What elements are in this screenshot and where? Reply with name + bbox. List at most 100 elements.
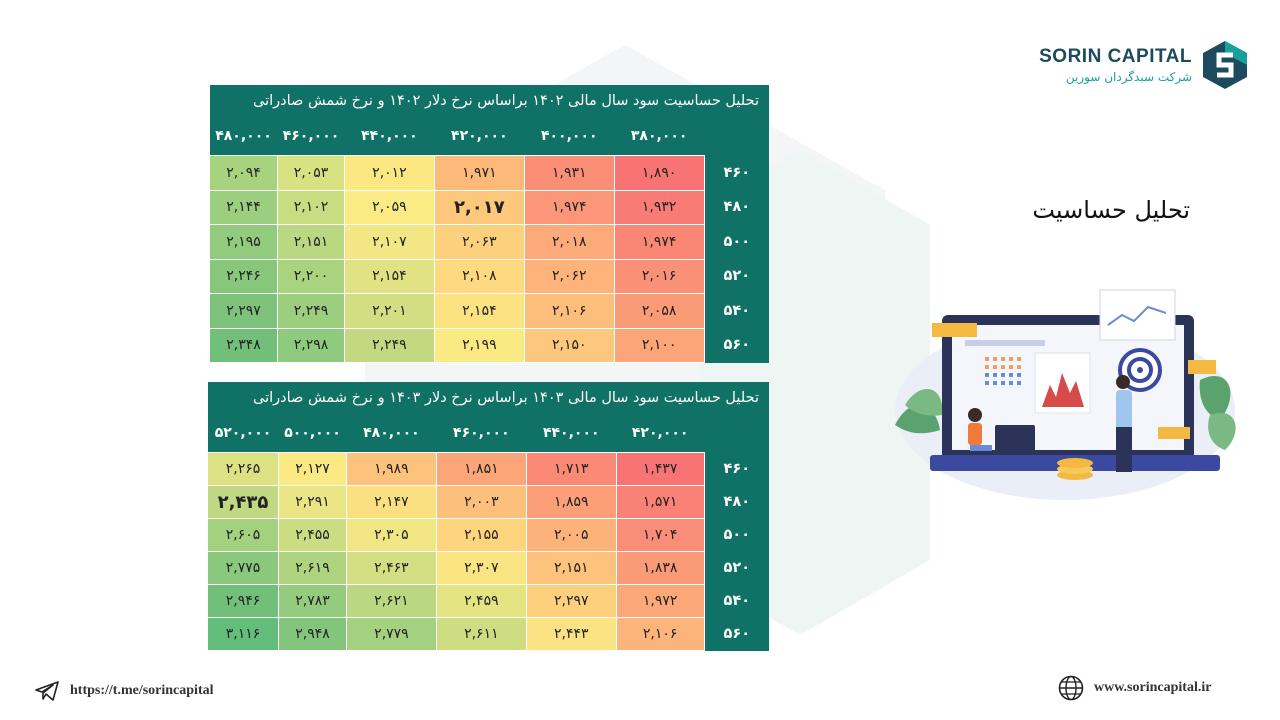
sorin-logo-mark <box>1203 41 1247 89</box>
table-cell: ۲,۰۶۲ <box>523 258 615 294</box>
logo-subtitle: شرکت سبدگردان سورین <box>1065 70 1192 84</box>
table-cell: ۲,۱۲۷ <box>278 452 347 486</box>
column-header: ۴۰۰,۰۰۰ <box>524 117 615 156</box>
row-header: ۵۴۰ <box>704 293 769 328</box>
table-cell: ۱,۵۷۱ <box>615 485 705 519</box>
table-cell: ۲,۲۶۵ <box>206 452 280 486</box>
row-header: ۵۰۰ <box>704 224 769 259</box>
table-cell: ۲,۰۹۴ <box>208 155 279 191</box>
table-cell: ۲,۱۵۰ <box>523 327 615 363</box>
row-header: ۵۰۰ <box>704 518 769 552</box>
table-row: ۵۰۰ ۱,۷۰۴ ۲,۰۰۵ ۲,۱۵۵ ۲,۳۰۵ ۲,۴۵۵ ۲,۶۰۵ <box>206 518 769 552</box>
table-cell: ۲,۱۵۴ <box>343 258 435 294</box>
table-cell: ۲,۱۰۶ <box>523 293 615 329</box>
table-cell: ۲,۳۰۵ <box>345 518 437 552</box>
table-cell: ۱,۹۷۲ <box>615 584 705 618</box>
table-cell: ۲,۴۶۳ <box>345 551 437 585</box>
table-title: تحلیل حساسیت سود سال مالی ۱۴۰۲ براساس نر… <box>209 85 769 117</box>
column-header: ۴۴۰,۰۰۰ <box>526 414 617 453</box>
table-cell: ۲,۹۴۸ <box>278 617 347 651</box>
row-header: ۵۲۰ <box>704 259 769 294</box>
column-header: ۴۲۰,۰۰۰ <box>434 117 525 156</box>
page-title: تحلیل حساسیت <box>1032 196 1190 224</box>
table-cell: ۲,۷۷۹ <box>345 617 437 651</box>
column-header: ۴۸۰,۰۰۰ <box>346 414 437 453</box>
table-row: ۴۸۰ ۱,۹۳۲ ۱,۹۷۴ ۲,۰۱۷ ۲,۰۵۹ ۲,۱۰۲ ۲,۱۴۴ <box>208 189 769 225</box>
table-cell: ۲,۱۵۱ <box>277 224 345 260</box>
telegram-link[interactable]: https://t.me/sorincapital <box>34 680 214 702</box>
table-cell: ۲,۶۲۱ <box>345 584 437 618</box>
row-header: ۵۶۰ <box>704 617 769 651</box>
telegram-icon <box>35 681 59 701</box>
column-header-row: ۳۸۰,۰۰۰ ۴۰۰,۰۰۰ ۴۲۰,۰۰۰ ۴۴۰,۰۰۰ ۴۶۰,۰۰۰ … <box>209 117 769 156</box>
table-row: ۵۴۰ ۲,۰۵۸ ۲,۱۰۶ ۲,۱۵۴ ۲,۲۰۱ ۲,۲۴۹ ۲,۲۹۷ <box>208 293 769 329</box>
row-header: ۴۶۰ <box>704 155 769 190</box>
table-cell: ۱,۸۹۰ <box>613 155 705 191</box>
table-cell: ۲,۱۵۴ <box>433 293 525 329</box>
table-cell: ۲,۱۰۰ <box>613 327 705 363</box>
table-cell: ۲,۲۴۹ <box>277 293 345 329</box>
table-cell: ۲,۱۴۴ <box>208 189 279 225</box>
row-header: ۴۸۰ <box>704 190 769 225</box>
table-cell: ۲,۱۹۹ <box>433 327 525 363</box>
table-cell: ۲,۲۰۰ <box>277 258 345 294</box>
table-cell: ۲,۲۹۷ <box>208 293 279 329</box>
table-row: ۵۰۰ ۱,۹۷۴ ۲,۰۱۸ ۲,۰۶۳ ۲,۱۰۷ ۲,۱۵۱ ۲,۱۹۵ <box>208 224 769 260</box>
table-cell: ۲,۰۰۵ <box>525 518 617 552</box>
table-row: ۵۶۰ ۲,۱۰۶ ۲,۴۴۳ ۲,۶۱۱ ۲,۷۷۹ ۲,۹۴۸ ۳,۱۱۶ <box>206 617 769 651</box>
column-header-row: ۴۲۰,۰۰۰ ۴۴۰,۰۰۰ ۴۶۰,۰۰۰ ۴۸۰,۰۰۰ ۵۰۰,۰۰۰ … <box>207 414 769 453</box>
table-cell: ۲,۱۵۱ <box>525 551 617 585</box>
table-cell: ۲,۳۴۸ <box>208 327 279 363</box>
sensitivity-table-1402: تحلیل حساسیت سود سال مالی ۱۴۰۲ براساس نر… <box>208 85 769 363</box>
table-cell: ۲,۹۴۶ <box>206 584 280 618</box>
table-cell: ۲,۶۱۱ <box>435 617 527 651</box>
globe-icon <box>1058 675 1084 701</box>
table-cell: ۲,۰۰۳ <box>435 485 527 519</box>
table-cell: ۱,۹۷۱ <box>433 155 525 191</box>
column-header: ۵۰۰,۰۰۰ <box>278 414 347 453</box>
column-header: ۴۴۰,۰۰۰ <box>344 117 435 156</box>
website-link[interactable]: www.sorincapital.ir <box>1058 675 1211 701</box>
row-header: ۵۶۰ <box>704 328 769 363</box>
logo-title: SORIN CAPITAL <box>1039 46 1192 67</box>
column-header: ۳۸۰,۰۰۰ <box>614 117 705 156</box>
table-cell: ۱,۹۷۴ <box>613 224 705 260</box>
table-cell: ۱,۴۳۷ <box>615 452 705 486</box>
column-header: ۴۶۰,۰۰۰ <box>436 414 527 453</box>
table-cell: ۲,۶۰۵ <box>206 518 280 552</box>
table-cell: ۱,۹۳۲ <box>613 189 705 225</box>
website-url[interactable]: www.sorincapital.ir <box>1094 680 1212 695</box>
table-cell: ۲,۰۶۳ <box>433 224 525 260</box>
table-cell: ۲,۷۸۳ <box>278 584 347 618</box>
row-header: ۴۶۰ <box>704 452 769 486</box>
corner-cell <box>704 117 769 156</box>
table-cell: ۱,۷۰۴ <box>615 518 705 552</box>
column-header: ۴۲۰,۰۰۰ <box>616 414 705 453</box>
table-row: ۴۶۰ ۱,۴۳۷ ۱,۷۱۳ ۱,۸۵۱ ۱,۹۸۹ ۲,۱۲۷ ۲,۲۶۵ <box>206 452 769 486</box>
table-cell: ۲,۴۵۵ <box>278 518 347 552</box>
table-row: ۵۴۰ ۱,۹۷۲ ۲,۲۹۷ ۲,۴۵۹ ۲,۶۲۱ ۲,۷۸۳ ۲,۹۴۶ <box>206 584 769 618</box>
table-cell: ۲,۱۹۵ <box>208 224 279 260</box>
column-header: ۴۶۰,۰۰۰ <box>277 117 345 156</box>
table-cell: ۳,۱۱۶ <box>206 617 280 651</box>
company-logo: SORIN CAPITAL شرکت سبدگردان سورین <box>1039 40 1248 90</box>
sensitivity-table-1403: تحلیل حساسیت سود سال مالی ۱۴۰۳ براساس نر… <box>206 382 769 651</box>
table-cell: ۱,۹۳۱ <box>523 155 615 191</box>
table-cell: ۲,۴۴۳ <box>525 617 617 651</box>
table-cell: ۲,۷۷۵ <box>206 551 280 585</box>
sensitivity-illustration <box>895 289 1236 500</box>
table-cell: ۲,۴۵۹ <box>435 584 527 618</box>
table-cell: ۱,۹۸۹ <box>345 452 437 486</box>
table-cell: ۲,۱۰۸ <box>433 258 525 294</box>
table-title: تحلیل حساسیت سود سال مالی ۱۴۰۳ براساس نر… <box>207 382 769 414</box>
telegram-url[interactable]: https://t.me/sorincapital <box>70 683 214 698</box>
table-cell: ۲,۰۱۲ <box>343 155 435 191</box>
table-cell: ۲,۲۹۱ <box>278 485 347 519</box>
table-cell: ۲,۱۰۷ <box>343 224 435 260</box>
table-cell: ۲,۳۰۷ <box>435 551 527 585</box>
table-row: ۴۶۰ ۱,۸۹۰ ۱,۹۳۱ ۱,۹۷۱ ۲,۰۱۲ ۲,۰۵۳ ۲,۰۹۴ <box>208 155 769 191</box>
table-cell: ۲,۱۴۷ <box>345 485 437 519</box>
table-cell: ۲,۰۱۸ <box>523 224 615 260</box>
table-cell: ۱,۸۳۸ <box>615 551 705 585</box>
table-cell: ۲,۱۰۶ <box>615 617 705 651</box>
